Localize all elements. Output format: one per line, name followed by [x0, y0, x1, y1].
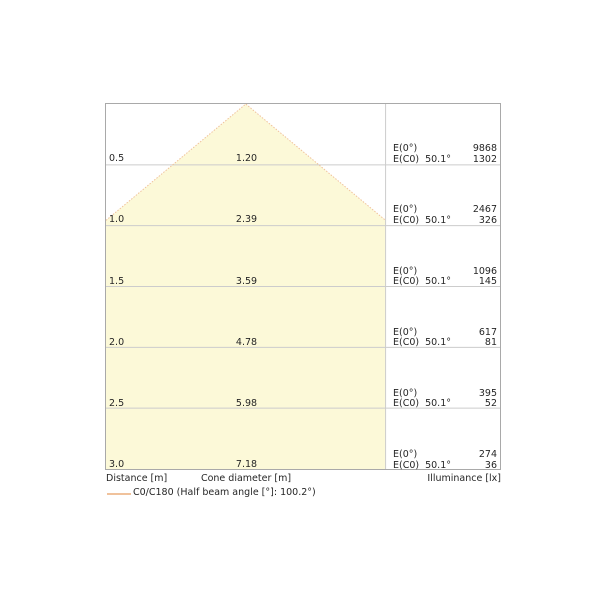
e0-value: 395 [478, 387, 497, 399]
e0-label: E(0°) [393, 387, 418, 399]
e0-value: 9868 [472, 143, 497, 155]
distance-label: 2.0 [109, 336, 125, 348]
distance-label: 1.0 [109, 214, 125, 226]
half-beam-angle-value: 50.1° [425, 398, 451, 410]
e0-value: 617 [478, 326, 497, 338]
distance-label: 3.0 [109, 459, 125, 470]
e0-value: 2467 [472, 204, 497, 216]
ec0-label: E(C0) [393, 214, 420, 226]
distance-label: 0.5 [109, 153, 125, 165]
cone-diameter-label: 7.18 [235, 459, 258, 470]
ec0-label: E(C0) [393, 153, 420, 165]
illuminance-block: E(0°) 395 E(C0) 50.1° 52 [393, 387, 497, 410]
half-beam-angle-value: 50.1° [425, 276, 451, 287]
distance-label: 2.5 [109, 397, 125, 409]
cone-diameter-label: 5.98 [235, 397, 258, 409]
gridlines [106, 164, 500, 409]
ec0-value: 36 [484, 459, 497, 471]
ec0-value: 326 [478, 214, 497, 226]
e0-label: E(0°) [393, 449, 418, 460]
cone-diagram: 0.5 1.20 E(0°) 9868 E(C0) 50.1° 1302 1.0 2.39 E(0… [105, 103, 501, 470]
illuminance-axis-label: Illuminance [lx] [427, 473, 501, 484]
cone-edge-line [106, 104, 386, 221]
half-beam-angle-value: 50.1° [425, 337, 451, 349]
illuminance-block: E(0°) 274 E(C0) 50.1° 36 [393, 449, 497, 472]
e0-label: E(0°) [393, 143, 418, 155]
e0-label: E(0°) [393, 204, 418, 216]
ec0-label: E(C0) [393, 276, 420, 287]
illuminance-line-e0: E(0°) 395 [393, 387, 497, 400]
cone-diameter-label: 3.59 [235, 275, 258, 287]
illuminance-line-ec0: E(C0) 50.1° 145 [393, 276, 497, 288]
e0-label: E(0°) [393, 265, 418, 277]
distance-axis-label: Distance [m] [106, 473, 168, 484]
ec0-label: E(C0) [393, 398, 420, 410]
illuminance-block: E(0°) 2467 E(C0) 50.1° 326 [393, 205, 497, 226]
illuminance-line-ec0: E(C0) 50.1° 326 [393, 214, 497, 227]
illuminance-line-e0: E(0°) 2467 [393, 205, 497, 216]
illuminance-line-e0: E(0°) 617 [393, 326, 497, 339]
illuminance-line-ec0: E(C0) 50.1° 1302 [393, 153, 497, 166]
illuminance-line-e0: E(0°) 274 [393, 449, 497, 461]
distance-label: 1.5 [109, 275, 125, 287]
half-beam-angle-value: 50.1° [425, 153, 451, 165]
illuminance-block: E(0°) 617 E(C0) 50.1° 81 [393, 326, 497, 349]
ec0-value: 81 [484, 337, 497, 349]
cone-diameter-label: 2.39 [235, 214, 258, 226]
legend-label: C0/C180 (Half beam angle [°]: 100.2°) [133, 487, 316, 498]
e0-value: 274 [478, 449, 497, 460]
legend-line-swatch [107, 493, 131, 495]
ec0-value: 145 [478, 276, 497, 287]
ec0-label: E(C0) [393, 337, 420, 349]
ec0-label: E(C0) [393, 459, 420, 471]
cone-diagram-canvas [106, 104, 500, 469]
half-beam-angle-value: 50.1° [425, 214, 451, 226]
illuminance-line-ec0: E(C0) 50.1° 36 [393, 459, 497, 472]
cone-diameter-label: 1.20 [235, 153, 258, 165]
illuminance-block: E(0°) 9868 E(C0) 50.1° 1302 [393, 144, 497, 165]
cone-diameter-axis-label: Cone diameter [m] [200, 473, 292, 484]
ec0-value: 52 [484, 398, 497, 410]
half-beam-angle-value: 50.1° [425, 459, 451, 471]
cone-diagram-rows: 0.5 1.20 E(0°) 9868 E(C0) 50.1° 1302 1.0 2.39 E(0… [106, 104, 500, 472]
illuminance-line-ec0: E(C0) 50.1° 52 [393, 399, 497, 410]
illuminance-line-ec0: E(C0) 50.1° 81 [393, 338, 497, 349]
illuminance-block: E(0°) 1096 E(C0) 50.1° 145 [393, 265, 497, 288]
e0-label: E(0°) [393, 326, 418, 338]
e0-value: 1096 [472, 265, 497, 277]
illuminance-line-e0: E(0°) 9868 [393, 144, 497, 155]
ec0-value: 1302 [472, 153, 497, 165]
cone-diameter-label: 4.78 [235, 336, 258, 348]
illuminance-line-e0: E(0°) 1096 [393, 265, 497, 278]
